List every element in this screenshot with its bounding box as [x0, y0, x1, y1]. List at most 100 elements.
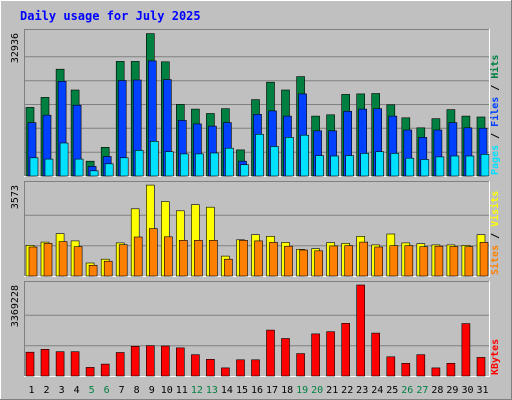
day-label: 30 [461, 385, 473, 396]
bar-sites-day-13 [209, 240, 218, 277]
day-label: 10 [161, 385, 173, 396]
bar-pages-day-18 [285, 137, 294, 177]
bar-pages-day-31 [480, 154, 490, 177]
series-axis-label-part: Sites [489, 245, 501, 275]
bar-kbytes-day-30 [461, 323, 471, 377]
bar-sites-day-16 [254, 240, 263, 277]
bar-kbytes-day-3 [55, 351, 65, 377]
day-label: 14 [221, 385, 233, 396]
bar-pages-day-8 [134, 150, 144, 177]
bar-sites-day-25 [389, 245, 399, 277]
bar-kbytes-day-23 [356, 284, 366, 377]
bar-sites-day-6 [103, 260, 113, 277]
bar-pages-day-13 [210, 152, 219, 177]
bar-pages-day-4 [74, 158, 84, 177]
day-label: 24 [371, 385, 383, 396]
bar-kbytes-day-1 [25, 351, 35, 377]
bar-pages-day-25 [390, 153, 400, 177]
bar-pages-day-22 [345, 155, 355, 177]
bar-pages-day-28 [435, 156, 445, 177]
bar-pages-day-16 [255, 134, 264, 177]
bar-pages-day-11 [180, 153, 189, 177]
bar-pages-day-6 [104, 163, 114, 177]
bar-pages-day-9 [150, 141, 159, 177]
bar-sites-day-2 [43, 243, 53, 277]
bar-pages-day-20 [315, 155, 324, 177]
ymax-label: 3369228 [10, 285, 21, 327]
bar-pages-day-21 [330, 155, 339, 177]
bar-pages-day-1 [29, 157, 39, 177]
series-axis-label-part: / [490, 127, 501, 145]
day-label: 3 [59, 385, 65, 396]
day-label: 7 [119, 385, 125, 396]
day-label: 26 [401, 385, 413, 396]
day-label: 16 [251, 385, 263, 396]
bar-kbytes-day-19 [296, 353, 305, 377]
bar-kbytes-day-28 [431, 367, 441, 377]
bar-kbytes-day-4 [70, 351, 80, 377]
bar-sites-day-10 [164, 236, 173, 277]
bar-sites-day-5 [88, 264, 98, 277]
series-axis-label-part: Pages [490, 145, 501, 175]
day-label: 9 [149, 385, 155, 396]
bar-sites-day-4 [73, 246, 83, 277]
day-label: 11 [176, 385, 188, 396]
bar-pages-day-14 [225, 147, 234, 177]
series-axis-label-part: / [490, 227, 501, 245]
bar-kbytes-day-27 [416, 354, 426, 377]
bar-sites-day-7 [118, 244, 128, 277]
bar-kbytes-day-31 [476, 357, 486, 377]
bar-sites-day-21 [329, 245, 338, 277]
bar-kbytes-day-8 [130, 345, 140, 377]
bar-pages-day-27 [420, 159, 430, 177]
bar-sites-day-14 [224, 258, 233, 277]
bar-pages-day-23 [360, 153, 370, 177]
bar-pages-day-10 [165, 151, 174, 177]
bar-pages-day-30 [465, 155, 475, 177]
panel-visits-sites: 3573 Sites / Visits [10, 181, 501, 277]
series-axis-label-part: Files [489, 97, 501, 127]
bar-pages-day-17 [270, 146, 279, 177]
panel-hits-files-pages: 32936 Pages / Files / Hits [10, 29, 501, 177]
day-label: 17 [266, 385, 278, 396]
day-label: 8 [134, 385, 140, 396]
bar-kbytes-day-20 [311, 333, 320, 377]
bar-sites-day-17 [269, 242, 278, 277]
ymax-label: 3573 [10, 185, 21, 209]
bar-kbytes-day-10 [161, 345, 170, 377]
day-label: 25 [386, 385, 398, 396]
ymax-label: 32936 [10, 33, 21, 63]
bar-kbytes-day-21 [326, 331, 335, 377]
bar-sites-day-23 [359, 241, 369, 277]
day-labels: 1 2 3 4 5 6 7 8 9 10 11 12 13 14 15 16 17 18 19 20 21 22 23 24 2… [28, 385, 488, 396]
bar-kbytes-day-22 [341, 322, 351, 377]
bar-sites-day-26 [404, 245, 414, 277]
day-label: 20 [311, 385, 323, 396]
bar-sites-day-1 [28, 246, 38, 277]
bar-kbytes-day-2 [40, 348, 50, 377]
bar-sites-day-28 [434, 245, 444, 277]
bar-sites-day-22 [344, 245, 354, 277]
bar-sites-day-11 [179, 240, 188, 277]
day-label: 23 [356, 385, 368, 396]
day-label: 2 [43, 385, 49, 396]
day-label: 28 [431, 385, 443, 396]
bar-pages-day-19 [300, 134, 309, 177]
day-label: 29 [446, 385, 458, 396]
bar-kbytes-day-24 [371, 332, 381, 377]
bar-kbytes-day-15 [236, 359, 245, 377]
series-axis-label: Pages / Files / Hits [489, 55, 501, 175]
bar-kbytes-day-12 [191, 354, 200, 377]
day-label: 5 [89, 385, 95, 396]
bar-sites-day-31 [479, 242, 489, 277]
day-label: 19 [296, 385, 308, 396]
day-label: 31 [476, 385, 488, 396]
bar-kbytes-day-14 [221, 367, 230, 377]
bar-sites-day-30 [464, 246, 474, 277]
day-label: 12 [191, 385, 203, 396]
bar-sites-day-12 [194, 240, 203, 277]
series-axis-label-part: Visits [489, 191, 501, 227]
bar-kbytes-day-29 [446, 362, 456, 377]
series-axis-label: Sites / Visits [489, 191, 501, 275]
